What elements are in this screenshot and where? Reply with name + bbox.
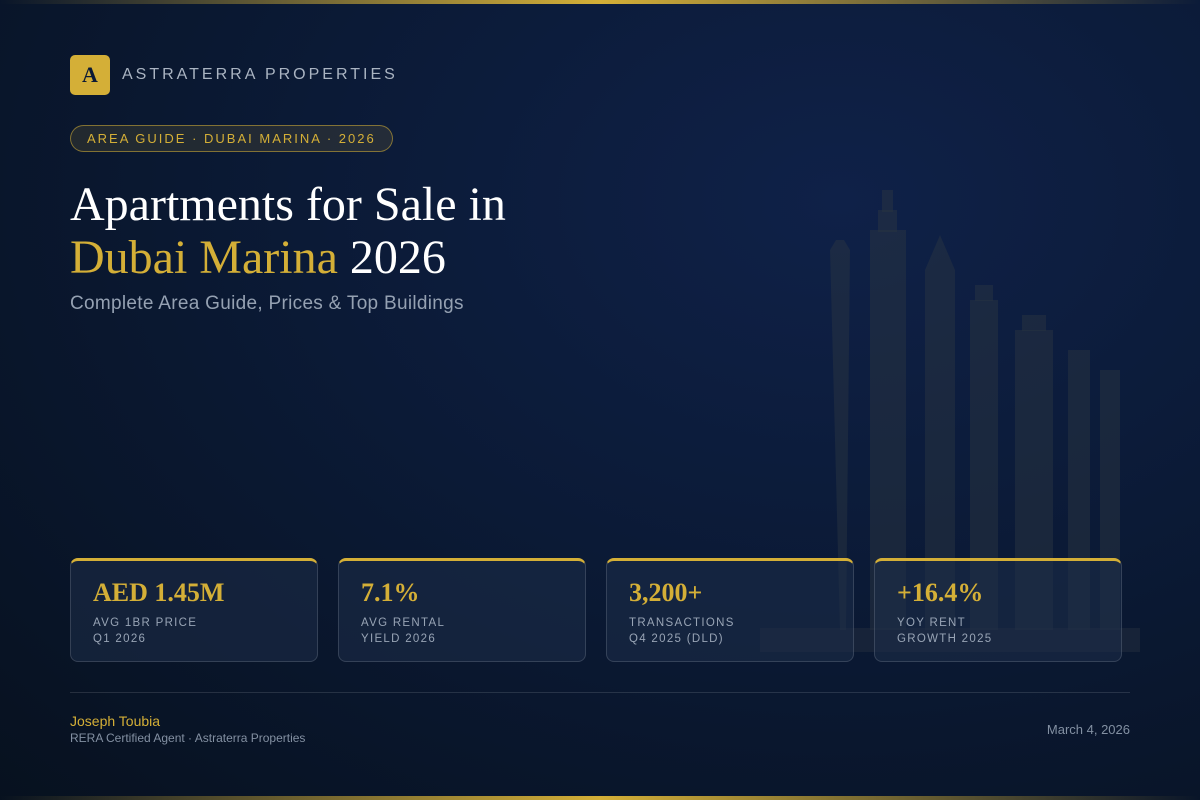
stat-label-line-2: Q1 2026 (93, 633, 147, 645)
page-subtitle: Complete Area Guide, Prices & Top Buildi… (70, 293, 464, 314)
stat-label: AVG 1BR PRICE Q1 2026 (93, 615, 295, 647)
stat-value: AED 1.45M (93, 578, 225, 607)
stat-card-avg-price: AED 1.45M AVG 1BR PRICE Q1 2026 (70, 558, 318, 662)
publish-date: March 4, 2026 (1046, 722, 1130, 737)
agent-name: Joseph Toubia (70, 713, 161, 729)
stat-label: TRANSACTIONS Q4 2025 (DLD) (629, 615, 831, 647)
brand-name: ASTRATERRA PROPERTIES (122, 66, 398, 83)
stat-value: +16.4% (897, 578, 984, 607)
stat-label-line-2: Q4 2025 (DLD) (629, 633, 724, 645)
stat-label-line-1: TRANSACTIONS (629, 617, 735, 629)
stat-label: YOY RENT GROWTH 2025 (897, 615, 1099, 647)
stat-label-line-2: GROWTH 2025 (897, 633, 993, 645)
stat-card-rent-growth: +16.4% YOY RENT GROWTH 2025 (874, 558, 1122, 662)
stat-value: 3,200+ (629, 578, 703, 607)
title-line-1: Apartments for Sale in (70, 178, 506, 231)
brand-header: A ASTRATERRA PROPERTIES (70, 55, 398, 95)
stat-label-line-1: YOY RENT (897, 617, 966, 629)
stat-label-line-2: YIELD 2026 (361, 633, 437, 645)
bottom-accent-bar (0, 796, 1200, 800)
brand-logo: A (70, 55, 110, 95)
top-accent-bar (0, 0, 1200, 4)
agent-title: RERA Certified Agent · Astraterra Proper… (70, 731, 306, 745)
stat-label-line-1: AVG 1BR PRICE (93, 617, 198, 629)
page-title: Apartments for Sale in Dubai Marina 2026 (70, 178, 506, 284)
title-highlight: Dubai Marina (70, 231, 338, 284)
stat-value: 7.1% (361, 578, 420, 607)
footer-divider (70, 692, 1130, 693)
stat-label: AVG RENTAL YIELD 2026 (361, 615, 563, 647)
area-guide-badge: AREA GUIDE · DUBAI MARINA · 2026 (70, 125, 393, 152)
stat-label-line-1: AVG RENTAL (361, 617, 446, 629)
title-year: 2026 (349, 231, 446, 284)
stat-card-rental-yield: 7.1% AVG RENTAL YIELD 2026 (338, 558, 586, 662)
stats-row: AED 1.45M AVG 1BR PRICE Q1 2026 7.1% AVG… (70, 558, 1122, 662)
stat-card-transactions: 3,200+ TRANSACTIONS Q4 2025 (DLD) (606, 558, 854, 662)
